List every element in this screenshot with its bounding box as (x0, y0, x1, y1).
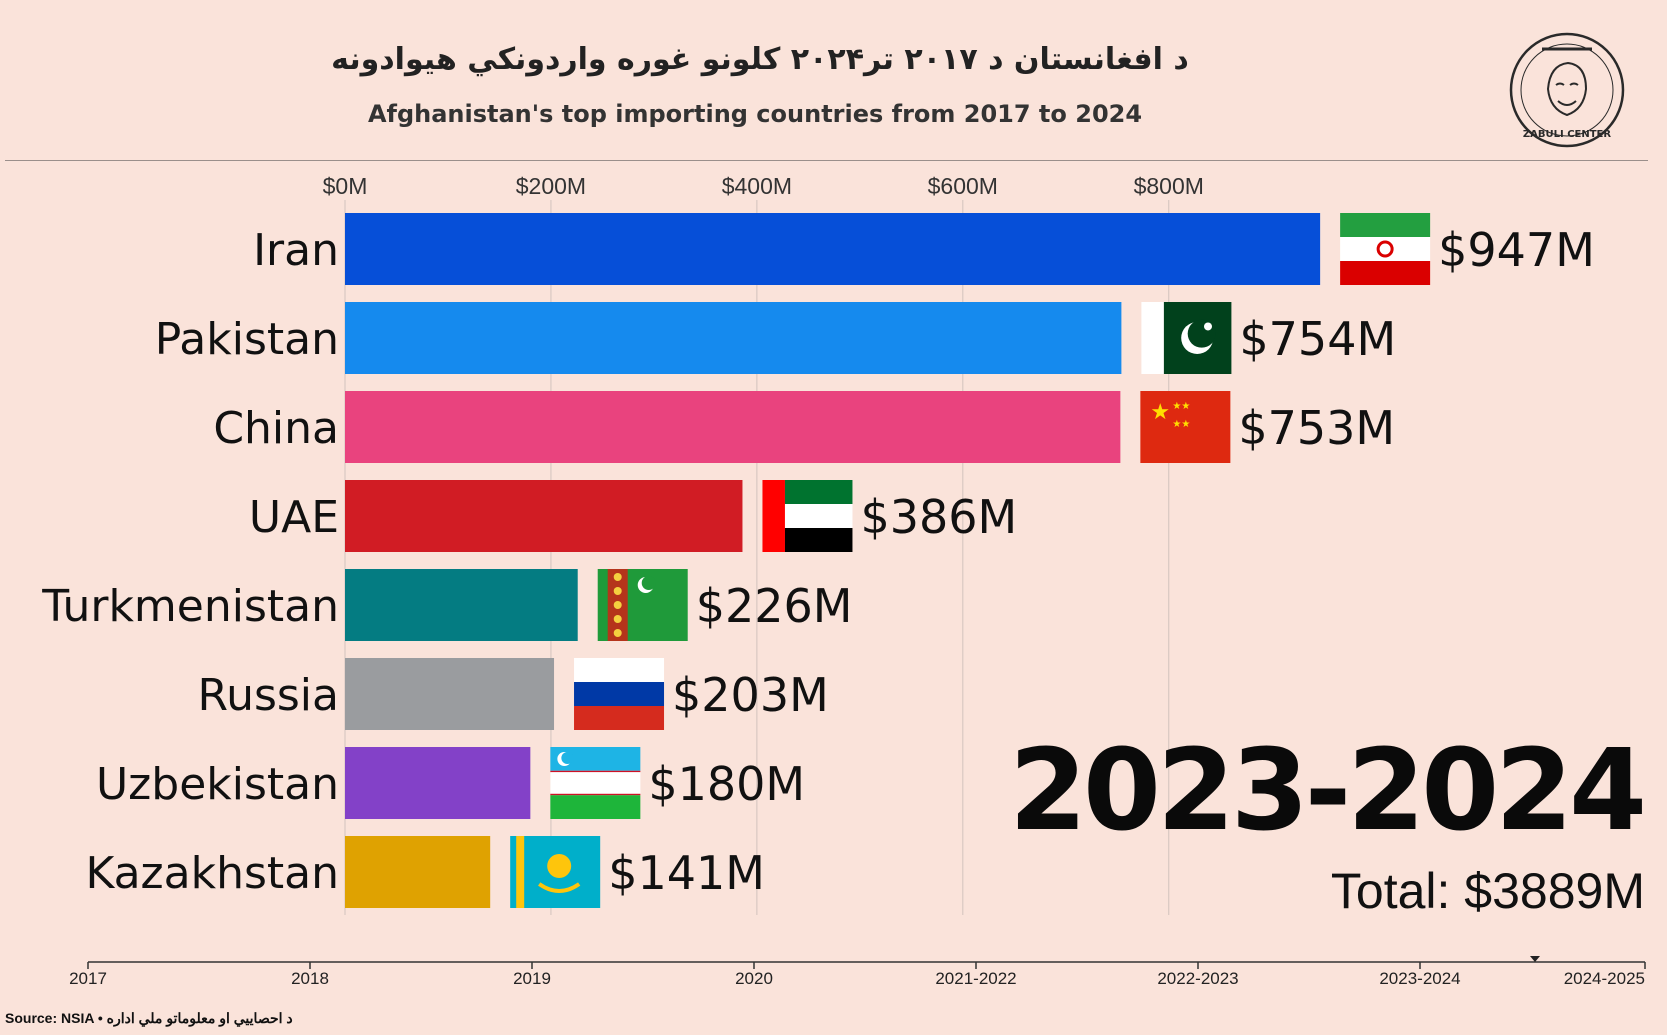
uzbekistan-flag (550, 747, 641, 819)
category-label: Kazakhstan (86, 848, 340, 899)
timeline-label: 2017 (69, 969, 107, 988)
turkmenistan-flag (597, 569, 688, 641)
iran-flag (1340, 213, 1431, 285)
timeline-label: 2021-2022 (935, 969, 1016, 988)
total-label: Total: $3889M (1330, 863, 1645, 919)
chart-title-english: Afghanistan's top importing countries fr… (367, 100, 1143, 128)
china-flag: ★ ★★★★ (1140, 391, 1231, 463)
svg-text:★★: ★★ (1172, 419, 1190, 430)
category-label: Russia (197, 670, 339, 721)
zabuli-center-logo: ZABULI CENTER (1509, 32, 1625, 148)
bar (345, 747, 531, 819)
value-label: $753M (1238, 401, 1395, 455)
value-label: $754M (1239, 312, 1396, 366)
value-label: $386M (860, 490, 1017, 544)
timeline-marker (1530, 956, 1540, 962)
category-label: UAE (249, 492, 339, 543)
timeline-label: 2019 (513, 969, 551, 988)
timeline-label: 2023-2024 (1379, 969, 1460, 988)
chart-title-pashto: د افغانستان د ۲۰۱۷ تر۲۰۲۴ کلونو غوره وار… (331, 42, 1189, 77)
logo-text: ZABULI CENTER (1523, 129, 1611, 140)
russia-flag (574, 658, 665, 730)
timeline-label: 2022-2023 (1157, 969, 1238, 988)
current-period-label: 2023-2024 (1009, 726, 1647, 856)
timeline-label: 2018 (291, 969, 329, 988)
timeline-label: 2024-2025 (1564, 969, 1645, 988)
category-label: China (213, 403, 339, 454)
bar (345, 569, 578, 641)
value-label: $947M (1438, 223, 1595, 277)
x-tick-label: $800M (1134, 173, 1204, 199)
source-note: Source: NSIA • د احصاییي او معلوماتو ملي… (5, 1010, 293, 1026)
header-divider (5, 160, 1648, 161)
kazakhstan-flag (510, 836, 601, 908)
x-tick-label: $0M (323, 173, 368, 199)
x-tick-label: $600M (928, 173, 998, 199)
bar (345, 391, 1121, 463)
x-axis-ticks: $0M $200M $400M $600M $800M (323, 173, 1204, 199)
value-label: $226M (696, 579, 853, 633)
pakistan-flag (1141, 302, 1232, 374)
value-label: $180M (648, 757, 805, 811)
bar (345, 480, 743, 552)
value-label: $141M (608, 846, 765, 900)
svg-text:★: ★ (1150, 400, 1170, 425)
bar (345, 658, 555, 730)
svg-text:★★: ★★ (1172, 401, 1190, 412)
category-label: Turkmenistan (41, 581, 339, 632)
uae-flag (762, 480, 853, 552)
category-label: Iran (253, 225, 339, 276)
bar (345, 302, 1122, 374)
timeline-label: 2020 (735, 969, 773, 988)
value-label: $203M (672, 668, 829, 722)
bar (345, 213, 1321, 285)
category-label: Pakistan (155, 314, 339, 365)
category-label: Uzbekistan (96, 759, 339, 810)
bar (345, 836, 491, 908)
timeline: 2017 2018 2019 2020 2021-2022 2022-2023 2023-2… (69, 956, 1646, 988)
x-tick-label: $200M (516, 173, 586, 199)
x-tick-label: $400M (722, 173, 792, 199)
